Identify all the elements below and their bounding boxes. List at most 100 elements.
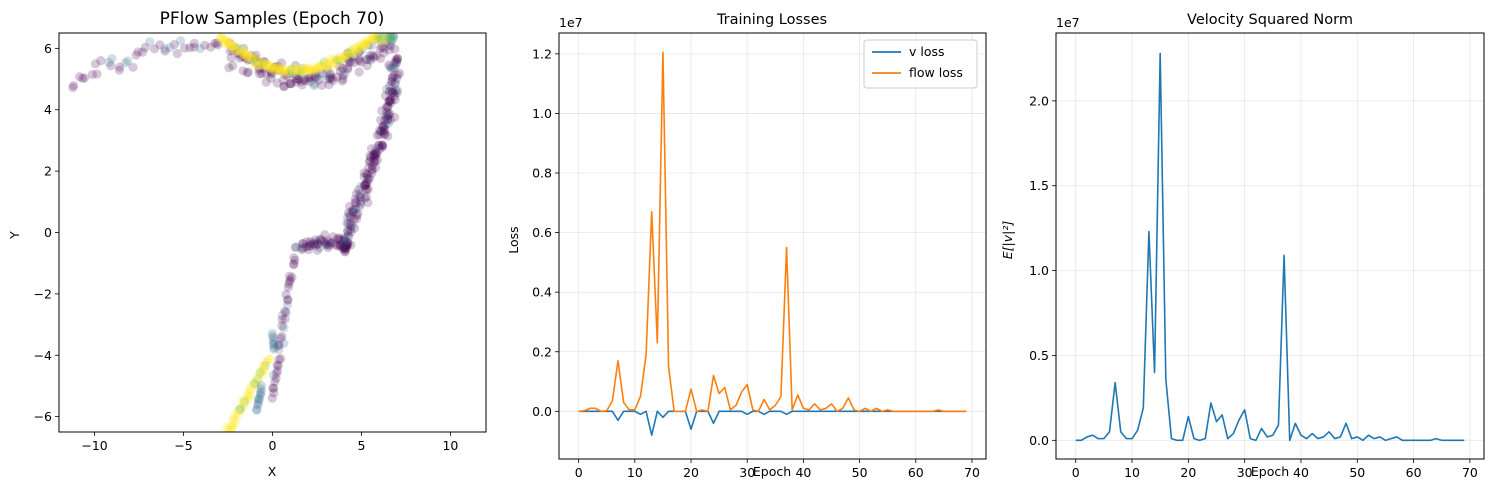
scatter-point xyxy=(387,73,398,83)
scatter-point xyxy=(258,361,268,371)
scatter-point xyxy=(185,43,195,53)
scatter-point xyxy=(387,87,398,97)
scatter-point xyxy=(267,61,277,72)
scatter-point xyxy=(259,60,269,70)
scatter-point xyxy=(385,62,395,72)
scatter-point xyxy=(247,51,257,61)
flow-loss-line xyxy=(578,51,967,413)
scatter-point xyxy=(326,238,336,248)
scatter-point xyxy=(282,295,293,305)
scatter-point xyxy=(253,393,263,403)
scatter-point xyxy=(293,65,304,75)
scatter-point xyxy=(274,340,284,350)
scatter-point xyxy=(286,64,296,74)
scatter-point xyxy=(361,40,371,50)
scatter-point xyxy=(338,70,348,80)
scatter-point xyxy=(316,234,326,244)
scatter-point xyxy=(349,49,359,59)
scatter-point xyxy=(311,72,322,82)
scatter-point xyxy=(274,355,284,365)
scatter-point xyxy=(335,234,345,244)
scatter-point xyxy=(312,245,323,255)
scatter-point xyxy=(386,33,397,41)
scatter-panel: −10 −5 0 5 10 −6 −4 −2 0 2 4 6 PFlow Samples (Epoc… xyxy=(7,9,487,479)
scatter-point xyxy=(224,37,235,47)
x-tick-label: 70 xyxy=(964,465,980,480)
scatter-point xyxy=(243,55,253,65)
scatter-point xyxy=(345,52,355,63)
scatter-point xyxy=(323,240,333,250)
scatter-point xyxy=(374,140,384,150)
scatter-point xyxy=(237,405,248,415)
scatter-point xyxy=(259,63,269,74)
scatter-point xyxy=(237,52,247,62)
scatter-point xyxy=(261,59,271,69)
scatter-point xyxy=(114,62,125,72)
scatter-point xyxy=(355,42,365,52)
scatter-point xyxy=(269,342,279,353)
velocity-y-ticks: 0.0 0.5 1.0 1.5 2.0 xyxy=(1029,93,1056,448)
scatter-point xyxy=(329,58,340,68)
scatter-point xyxy=(381,113,391,123)
scatter-point xyxy=(342,218,352,228)
scatter-point xyxy=(272,65,282,75)
scatter-point xyxy=(354,202,365,212)
scatter-point xyxy=(257,58,268,69)
scatter-point xyxy=(309,238,319,248)
scatter-point xyxy=(356,57,366,67)
scatter-point xyxy=(266,68,277,78)
scatter-point xyxy=(363,184,373,194)
scatter-point xyxy=(354,46,365,57)
scatter-point xyxy=(370,157,380,167)
scatter-point xyxy=(221,422,231,432)
scatter-point xyxy=(321,58,331,68)
y-tick-label: 2.0 xyxy=(1029,93,1049,108)
scatter-point xyxy=(390,91,400,101)
scatter-point xyxy=(310,241,321,251)
scatter-point xyxy=(363,197,373,208)
y-tick-label: 0.4 xyxy=(532,285,552,300)
scatter-point xyxy=(261,58,271,68)
scatter-point xyxy=(305,240,315,251)
scatter-point xyxy=(322,63,332,73)
scatter-point xyxy=(357,41,367,51)
scatter-point xyxy=(371,163,381,173)
scatter-point xyxy=(339,51,349,61)
scatter-point xyxy=(239,401,250,411)
scatter-point xyxy=(258,364,268,374)
scatter-point xyxy=(289,259,299,269)
scatter-point xyxy=(345,201,355,212)
x-tick-label: 0 xyxy=(1072,465,1080,480)
losses-x-axis-label: Epoch xyxy=(753,464,791,479)
scatter-point xyxy=(269,63,279,73)
scatter-point xyxy=(371,34,382,45)
scatter-point xyxy=(332,55,342,65)
scatter-point xyxy=(340,52,350,62)
scatter-point xyxy=(263,59,273,70)
scatter-point xyxy=(310,63,320,73)
scatter-point xyxy=(255,394,265,404)
scatter-point xyxy=(386,76,397,86)
scatter-point xyxy=(370,147,380,157)
scatter-point xyxy=(262,60,272,70)
scatter-point xyxy=(245,381,255,391)
scatter-point xyxy=(361,192,372,202)
scatter-point xyxy=(392,54,403,64)
scatter-point xyxy=(387,87,398,98)
scatter-point xyxy=(360,180,370,190)
scatter-point xyxy=(328,76,338,86)
scatter-point xyxy=(304,241,315,251)
scatter-point xyxy=(279,81,290,91)
scatter-point xyxy=(302,237,312,247)
x-tick-label: 40 xyxy=(795,465,811,480)
scatter-point xyxy=(342,50,352,60)
scatter-point xyxy=(288,260,299,270)
scatter-point xyxy=(310,235,321,245)
scatter-point xyxy=(380,91,391,101)
scatter-point xyxy=(353,208,363,219)
scatter-y-tick-label: −2 xyxy=(34,286,52,301)
scatter-point xyxy=(269,388,279,398)
scatter-point xyxy=(274,345,284,355)
scatter-point xyxy=(343,226,353,236)
scatter-point xyxy=(258,362,269,372)
